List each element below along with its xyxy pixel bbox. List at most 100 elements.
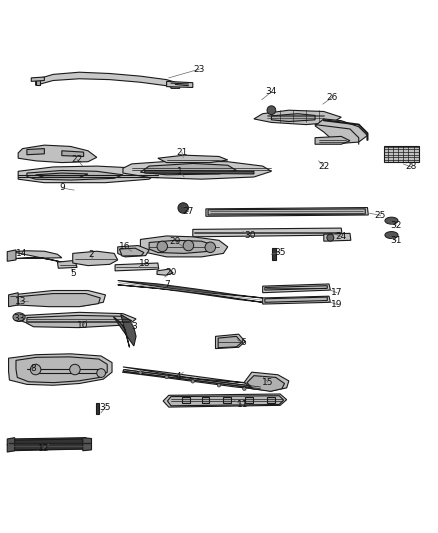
Text: 35: 35	[274, 248, 286, 256]
Text: 5: 5	[70, 269, 76, 278]
Polygon shape	[83, 438, 92, 451]
Text: 9: 9	[59, 183, 65, 192]
Circle shape	[217, 384, 221, 387]
Polygon shape	[265, 286, 327, 290]
Polygon shape	[18, 145, 97, 163]
Polygon shape	[73, 251, 118, 265]
Polygon shape	[35, 72, 175, 88]
Polygon shape	[141, 164, 237, 175]
Ellipse shape	[13, 313, 25, 321]
Polygon shape	[57, 261, 77, 268]
Text: 2: 2	[89, 250, 94, 259]
Polygon shape	[115, 263, 159, 271]
Polygon shape	[215, 334, 245, 349]
Polygon shape	[218, 336, 242, 348]
Polygon shape	[62, 151, 84, 157]
Circle shape	[97, 369, 106, 377]
Text: 16: 16	[120, 243, 131, 252]
Polygon shape	[384, 147, 419, 161]
Polygon shape	[157, 269, 173, 275]
Text: 33: 33	[13, 314, 25, 324]
Text: 14: 14	[16, 249, 27, 258]
Polygon shape	[96, 403, 99, 414]
Text: 34: 34	[266, 87, 277, 96]
Text: 23: 23	[194, 64, 205, 74]
Text: 21: 21	[176, 148, 187, 157]
Circle shape	[157, 241, 167, 252]
Polygon shape	[9, 293, 18, 306]
Circle shape	[191, 379, 194, 383]
Polygon shape	[35, 173, 88, 177]
Text: 32: 32	[391, 221, 402, 230]
Text: 19: 19	[331, 300, 343, 309]
Polygon shape	[272, 248, 276, 260]
Polygon shape	[113, 314, 136, 348]
Polygon shape	[206, 207, 368, 216]
Text: 4: 4	[176, 372, 182, 381]
Polygon shape	[265, 297, 327, 302]
Text: 18: 18	[139, 259, 151, 268]
Polygon shape	[315, 119, 367, 143]
Polygon shape	[14, 294, 100, 306]
Text: 20: 20	[165, 268, 177, 277]
Polygon shape	[12, 290, 106, 306]
Polygon shape	[9, 354, 112, 385]
Text: 8: 8	[31, 364, 36, 373]
Polygon shape	[244, 372, 289, 391]
Text: 31: 31	[391, 236, 402, 245]
Text: 28: 28	[406, 163, 417, 172]
Text: 29: 29	[170, 237, 181, 246]
Text: 1: 1	[177, 167, 183, 176]
Text: 3: 3	[131, 322, 137, 331]
Circle shape	[30, 364, 41, 375]
Text: 22: 22	[318, 161, 329, 171]
Text: 27: 27	[183, 207, 194, 216]
Polygon shape	[182, 398, 190, 403]
Text: 10: 10	[77, 321, 88, 330]
Polygon shape	[166, 82, 193, 87]
Polygon shape	[223, 398, 231, 403]
Circle shape	[183, 240, 194, 251]
Polygon shape	[247, 376, 285, 391]
Circle shape	[243, 387, 246, 391]
Polygon shape	[263, 284, 330, 293]
Text: 26: 26	[327, 93, 338, 102]
Text: 15: 15	[262, 378, 274, 387]
Polygon shape	[315, 136, 350, 144]
Polygon shape	[10, 439, 87, 450]
Polygon shape	[193, 228, 342, 237]
Text: 11: 11	[237, 400, 249, 409]
Polygon shape	[263, 296, 330, 304]
Polygon shape	[123, 369, 261, 389]
Polygon shape	[7, 438, 89, 451]
Text: 35: 35	[100, 402, 111, 411]
Text: 6: 6	[240, 338, 246, 348]
Polygon shape	[12, 251, 62, 262]
Text: 25: 25	[375, 211, 386, 220]
Polygon shape	[145, 171, 254, 174]
Polygon shape	[324, 233, 351, 241]
Polygon shape	[163, 394, 287, 407]
Polygon shape	[120, 248, 144, 256]
Circle shape	[267, 106, 276, 115]
Polygon shape	[35, 79, 40, 85]
Polygon shape	[267, 398, 275, 403]
Ellipse shape	[385, 231, 398, 239]
Polygon shape	[31, 77, 44, 82]
Polygon shape	[21, 312, 136, 327]
Polygon shape	[16, 357, 107, 383]
Polygon shape	[272, 114, 315, 122]
Polygon shape	[208, 209, 365, 215]
Polygon shape	[27, 316, 132, 328]
Text: 17: 17	[331, 288, 343, 297]
Polygon shape	[141, 236, 228, 257]
Polygon shape	[167, 395, 284, 406]
Polygon shape	[118, 246, 149, 257]
Polygon shape	[254, 110, 341, 125]
Polygon shape	[18, 166, 158, 183]
Circle shape	[327, 234, 334, 241]
Ellipse shape	[385, 217, 398, 224]
Text: 7: 7	[164, 280, 170, 289]
Text: 30: 30	[244, 231, 255, 240]
Polygon shape	[7, 250, 16, 261]
